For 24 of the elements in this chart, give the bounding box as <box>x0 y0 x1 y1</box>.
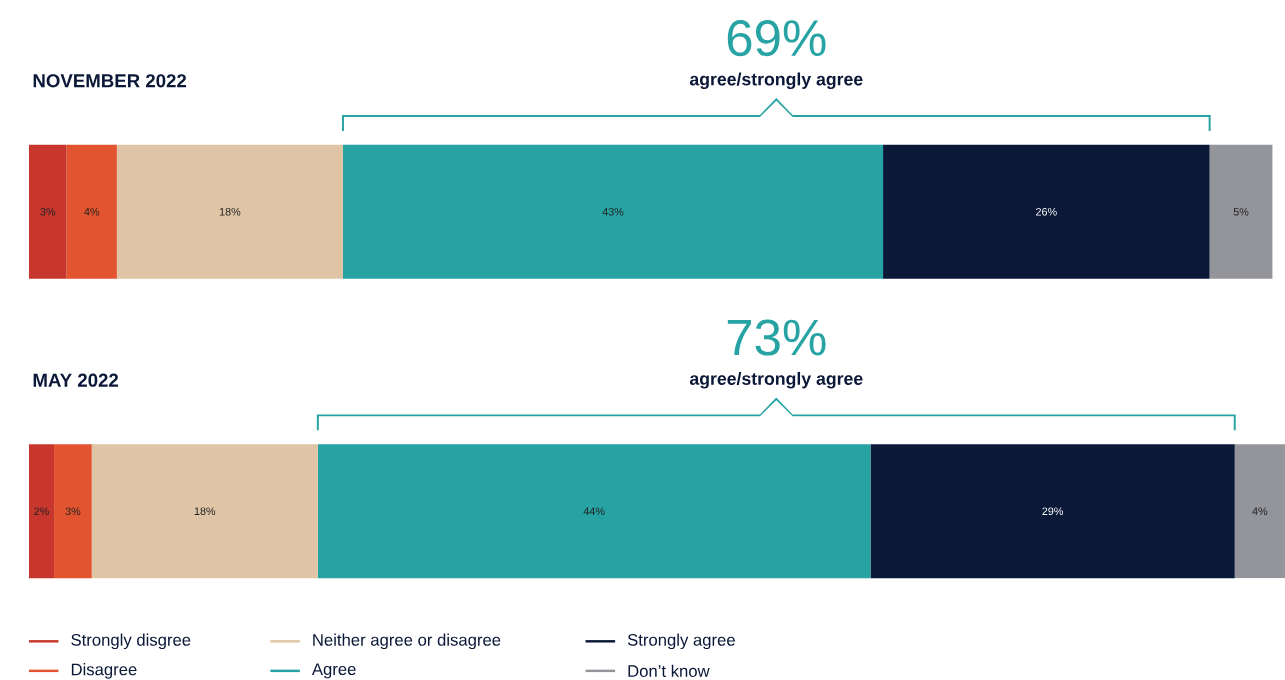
data-label: 26% <box>1036 208 1057 216</box>
y-tick-label: MAY 2022 <box>33 373 119 387</box>
data-label: 29% <box>1042 507 1064 516</box>
annotation: agree/strongly agree <box>689 372 863 389</box>
data-label: 4% <box>84 208 100 216</box>
annotation: agree/strongly agree <box>689 72 863 90</box>
legend-label: Strongly agree <box>627 633 735 650</box>
data-label: 18% <box>219 208 241 216</box>
data-label: 3% <box>65 507 81 516</box>
legend-label: Agree <box>311 663 356 679</box>
data-label: 43% <box>602 208 624 216</box>
data-label: 5% <box>1233 208 1249 216</box>
data-label: 44% <box>583 507 605 516</box>
data-label: 18% <box>194 507 216 516</box>
legend-label: Strongly disgree <box>71 633 191 650</box>
annotation: 69% <box>727 20 826 57</box>
data-label: 3% <box>40 208 56 216</box>
data-label: 4% <box>1252 507 1268 516</box>
data-label: 2% <box>34 507 49 516</box>
legend-label: Neither agree or disagree <box>313 633 501 650</box>
annotation: 73% <box>727 319 826 356</box>
y-tick-label: NOVEMBER 2022 <box>33 74 187 88</box>
legend-label: Don’t know <box>628 664 710 678</box>
legend-label: Disagree <box>71 663 137 679</box>
